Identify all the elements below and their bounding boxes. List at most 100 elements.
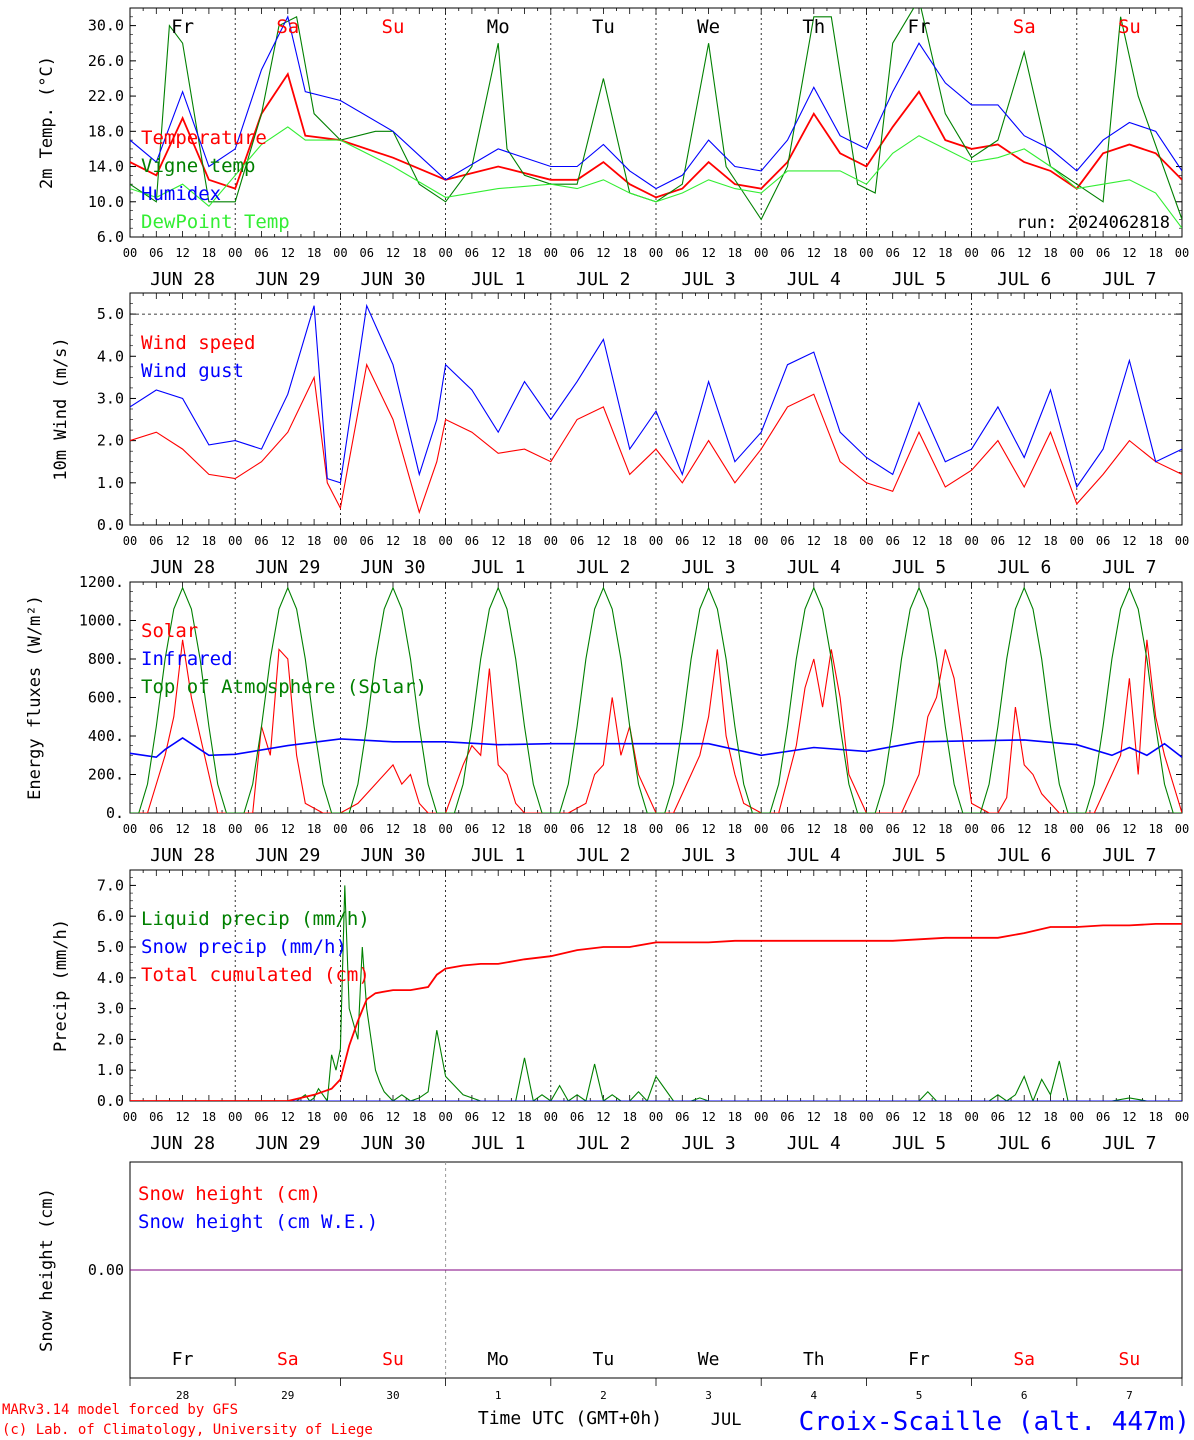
legend-entry: Snow height (cm) [138, 1183, 321, 1205]
day-label: JUN 28 [150, 845, 215, 866]
hour-label: 12 [491, 534, 505, 548]
y-tick-label: 5.0 [97, 938, 124, 956]
hour-label: 18 [307, 822, 321, 836]
hour-label: 06 [465, 1110, 479, 1124]
day-label: JUL 6 [997, 557, 1051, 578]
hour-label: 00 [1070, 246, 1084, 260]
hour-label: 06 [465, 822, 479, 836]
y-tick-label: 2.0 [97, 432, 124, 450]
y-tick-label: 800. [88, 650, 124, 668]
hour-label: 06 [885, 1110, 899, 1124]
day-number: 5 [916, 1389, 923, 1402]
day-label: JUL 3 [682, 557, 736, 578]
hour-label: 18 [622, 822, 636, 836]
day-label: JUL 1 [471, 557, 525, 578]
day-number: 2 [600, 1389, 607, 1402]
hour-label: 18 [202, 246, 216, 260]
day-number: 28 [176, 1389, 189, 1402]
hour-label: 18 [938, 534, 952, 548]
day-label: JUN 29 [255, 845, 320, 866]
hour-label: 06 [359, 1110, 373, 1124]
hour-label: 06 [149, 246, 163, 260]
y-tick-label: 14.0 [88, 158, 124, 176]
y-axis-title: Precip (mm/h) [51, 919, 71, 1052]
hour-label: 18 [412, 534, 426, 548]
hour-label: 12 [1122, 246, 1136, 260]
hour-label: 00 [964, 534, 978, 548]
hour-label: 18 [728, 534, 742, 548]
hour-label: 12 [386, 534, 400, 548]
hour-label: 06 [991, 534, 1005, 548]
hour-label: 12 [596, 534, 610, 548]
hour-label: 06 [1096, 822, 1110, 836]
day-label: JUN 30 [360, 1133, 425, 1154]
y-tick-label: 0.0 [97, 1092, 124, 1110]
hour-label: 00 [964, 1110, 978, 1124]
day-label: JUL 5 [892, 845, 946, 866]
hour-label: 18 [938, 822, 952, 836]
hour-label: 18 [517, 822, 531, 836]
hour-label: 06 [254, 822, 268, 836]
hour-label: 00 [438, 534, 452, 548]
legend-entry: Humidex [141, 183, 221, 205]
hour-label: 12 [175, 534, 189, 548]
hour-label: 00 [859, 534, 873, 548]
series-temperature [130, 71, 1182, 199]
hour-label: 00 [859, 246, 873, 260]
hour-label: 06 [149, 1110, 163, 1124]
hour-label: 06 [780, 1110, 794, 1124]
hour-label: 18 [202, 534, 216, 548]
y-tick-label: 600. [88, 689, 124, 707]
hour-label: 06 [254, 246, 268, 260]
day-label: JUN 30 [360, 269, 425, 290]
hour-label: 00 [1070, 822, 1084, 836]
hour-label: 00 [649, 534, 663, 548]
weekday-header: Th [802, 16, 825, 38]
legend-entry: Snow height (cm W.E.) [138, 1211, 378, 1233]
hour-label: 12 [1122, 1110, 1136, 1124]
series-infrared [130, 736, 1182, 759]
day-label: JUL 6 [997, 845, 1051, 866]
y-tick-label: 6.0 [97, 907, 124, 925]
hour-label: 12 [596, 246, 610, 260]
hour-label: 18 [1148, 246, 1162, 260]
day-label: JUL 4 [787, 845, 841, 866]
day-number: 1 [495, 1389, 502, 1402]
y-tick-label: 4.0 [97, 969, 124, 987]
weekday-bottom: Fr [172, 1349, 194, 1370]
hour-label: 00 [438, 822, 452, 836]
hour-label: 00 [438, 246, 452, 260]
station-title: Croix-Scaille (alt. 447m) [799, 1407, 1190, 1437]
hour-label: 06 [570, 534, 584, 548]
day-number: 4 [810, 1389, 817, 1402]
hour-label: 18 [1043, 246, 1057, 260]
hour-label: 12 [386, 822, 400, 836]
x-axis-title: Time UTC (GMT+0h) [478, 1408, 662, 1429]
hour-label: 00 [754, 534, 768, 548]
y-tick-label: 3.0 [97, 1000, 124, 1018]
hour-label: 12 [701, 534, 715, 548]
hour-label: 00 [544, 246, 558, 260]
day-label: JUL 4 [787, 269, 841, 290]
hour-label: 06 [465, 534, 479, 548]
hour-label: 12 [912, 1110, 926, 1124]
legend-entry: Liquid precip (mm/h) [141, 908, 370, 930]
day-label: JUL 2 [576, 269, 630, 290]
month-label: JUL [711, 1410, 742, 1430]
y-axis-title: 2m Temp. (°C) [37, 56, 57, 189]
hour-label: 06 [780, 534, 794, 548]
day-label: JUN 28 [150, 557, 215, 578]
hour-label: 06 [780, 822, 794, 836]
day-label: JUN 29 [255, 557, 320, 578]
legend-entry: Top of Atmosphere (Solar) [141, 676, 427, 698]
series-liquid-precip-mm-h- [130, 885, 1182, 1101]
hour-label: 06 [885, 246, 899, 260]
series-solar [130, 639, 1182, 813]
day-label: JUL 6 [997, 269, 1051, 290]
hour-label: 00 [544, 1110, 558, 1124]
weekday-header: Sa [276, 16, 299, 38]
day-label: JUL 1 [471, 1133, 525, 1154]
hour-label: 18 [517, 246, 531, 260]
weekday-header: We [697, 16, 720, 38]
y-tick-label: 1200. [79, 573, 124, 591]
